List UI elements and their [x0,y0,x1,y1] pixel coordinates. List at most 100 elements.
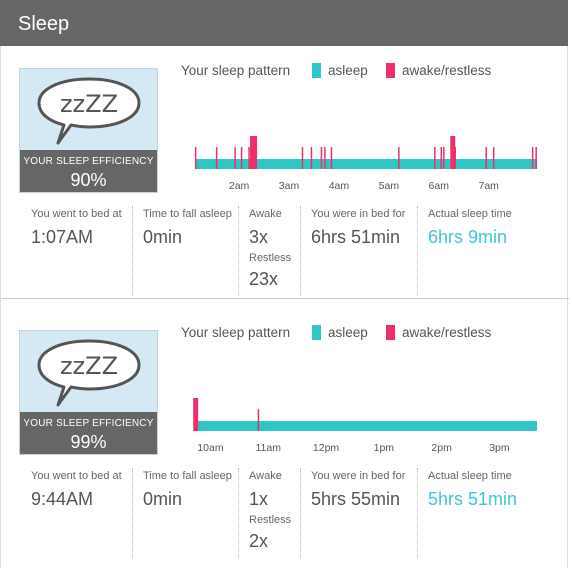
restless-mark [485,147,487,169]
stat-value: 5hrs 55min [311,489,401,509]
asleep-bar [195,421,537,431]
tick-label: 10am [197,442,224,454]
restless-mark [454,147,457,169]
stat-value: 23x [249,269,279,289]
stat-label: You were in bed for [311,470,406,482]
restless-mark [492,147,495,169]
sleep-header: Sleep [0,0,568,46]
stat-awake-restless: Awake 3x Restless 23x [238,206,300,296]
awake-swatch [386,63,395,78]
legend-asleep: asleep [328,325,368,340]
legend-title: Your sleep pattern [181,325,291,340]
stat-actual-sleep: Actual sleep time 5hrs 51min [417,468,547,558]
stat-value: 3x [249,227,269,247]
stat-value: 6hrs 9min [428,227,508,247]
restless-mark [320,147,323,169]
stat-awake-restless: Awake 1x Restless 2x [238,468,300,558]
entry-divider [1,298,569,299]
legend-asleep: asleep [328,63,368,78]
stat-value: 6hrs 51min [311,227,401,247]
stat-label: Actual sleep time [428,470,512,482]
stat-label: You went to bed at [31,208,122,220]
sleep-cloud-text: zzZZ [60,90,118,118]
stat-label: Restless [249,252,292,264]
asleep-swatch [312,325,321,340]
asleep-swatch [312,63,321,78]
restless-mark [248,147,250,169]
restless-mark [443,147,445,169]
stat-label: Time to fall asleep [143,470,232,482]
tick-label: 2pm [431,442,452,454]
legend-awake: awake/restless [402,63,492,78]
stat-value: 5hrs 51min [428,489,518,509]
stat-label: Awake [249,470,282,482]
restless-mark [324,147,326,169]
stat-time-in-bed: You were in bed for 5hrs 55min [300,468,417,558]
restless-mark [234,147,236,169]
efficiency-strip: YOUR SLEEP EFFICIENCY 99% [20,412,157,454]
stat-value: 2x [249,531,269,551]
efficiency-value: 99% [70,432,107,452]
stat-label: Time to fall asleep [143,208,232,220]
restless-mark [535,147,537,169]
asleep-bar [195,159,537,169]
sleep-cloud-text: zzZZ [60,352,118,380]
sleep-stats: You went to bed at 9:44AM Time to fall a… [1,468,569,558]
restless-mark [240,147,243,169]
stat-value: 0min [143,489,183,509]
efficiency-label: YOUR SLEEP EFFICIENCY [23,418,154,429]
awake-swatch [386,325,395,340]
restless-mark [434,147,436,169]
awake-mark [450,136,456,169]
sleep-cloud-icon: zzZZ [37,339,141,407]
stat-value: 0min [143,227,183,247]
tick-label: 7am [479,180,500,192]
restless-mark [257,409,260,431]
stat-fall-asleep: Time to fall asleep 0min [132,468,238,558]
tick-label: 5am [379,180,400,192]
restless-mark [215,147,218,169]
restless-mark [440,147,443,169]
sleep-efficiency-card: zzZZ YOUR SLEEP EFFICIENCY 99% [19,330,158,455]
restless-mark [301,147,304,169]
awake-mark [193,398,199,431]
tick-label: 3pm [489,442,510,454]
stat-value: 1x [249,489,269,509]
legend-awake: awake/restless [402,325,492,340]
tick-label: 12pm [313,442,340,454]
stat-bed-time: You went to bed at 1:07AM [21,206,132,296]
stat-time-in-bed: You were in bed for 6hrs 51min [300,206,417,296]
legend-title: Your sleep pattern [181,63,291,78]
sleep-panel: zzZZ YOUR SLEEP EFFICIENCY 90% Your slee… [0,46,569,568]
restless-mark [310,147,313,169]
sleep-log-entry: zzZZ YOUR SLEEP EFFICIENCY 90% Your slee… [1,46,569,296]
stat-label: Restless [249,514,292,526]
sleep-log-entry: zzZZ YOUR SLEEP EFFICIENCY 99% Your slee… [1,308,569,558]
restless-mark [194,147,197,169]
awake-mark [252,136,258,169]
stat-actual-sleep: Actual sleep time 6hrs 9min [417,206,547,296]
tick-label: 11am [255,442,281,454]
sleep-pattern-chart[interactable]: 2am 3am 4am 5am 6am 7am [191,131,541,201]
stat-bed-time: You went to bed at 9:44AM [21,468,132,558]
efficiency-label: YOUR SLEEP EFFICIENCY [23,156,154,167]
tick-label: 2am [229,180,250,192]
tick-label: 6am [429,180,450,192]
section-title: Sleep [18,13,70,35]
tick-label: 3am [279,180,300,192]
stat-label: You went to bed at [31,470,122,482]
stat-value: 9:44AM [31,489,94,509]
restless-mark [398,147,400,169]
stat-value: 1:07AM [31,227,94,247]
sleep-pattern-chart[interactable]: 10am 11am 12pm 1pm 2pm 3pm [191,393,541,463]
stat-label: Actual sleep time [428,208,512,220]
restless-mark [531,147,534,169]
restless-mark [330,147,333,169]
sleep-stats: You went to bed at 1:07AM Time to fall a… [1,206,569,296]
sleep-cloud-icon: zzZZ [37,77,141,145]
tick-label: 4am [329,180,350,192]
stat-label: Awake [249,208,282,220]
efficiency-value: 90% [70,170,107,190]
stat-label: You were in bed for [311,208,406,220]
stat-fall-asleep: Time to fall asleep 0min [132,206,238,296]
